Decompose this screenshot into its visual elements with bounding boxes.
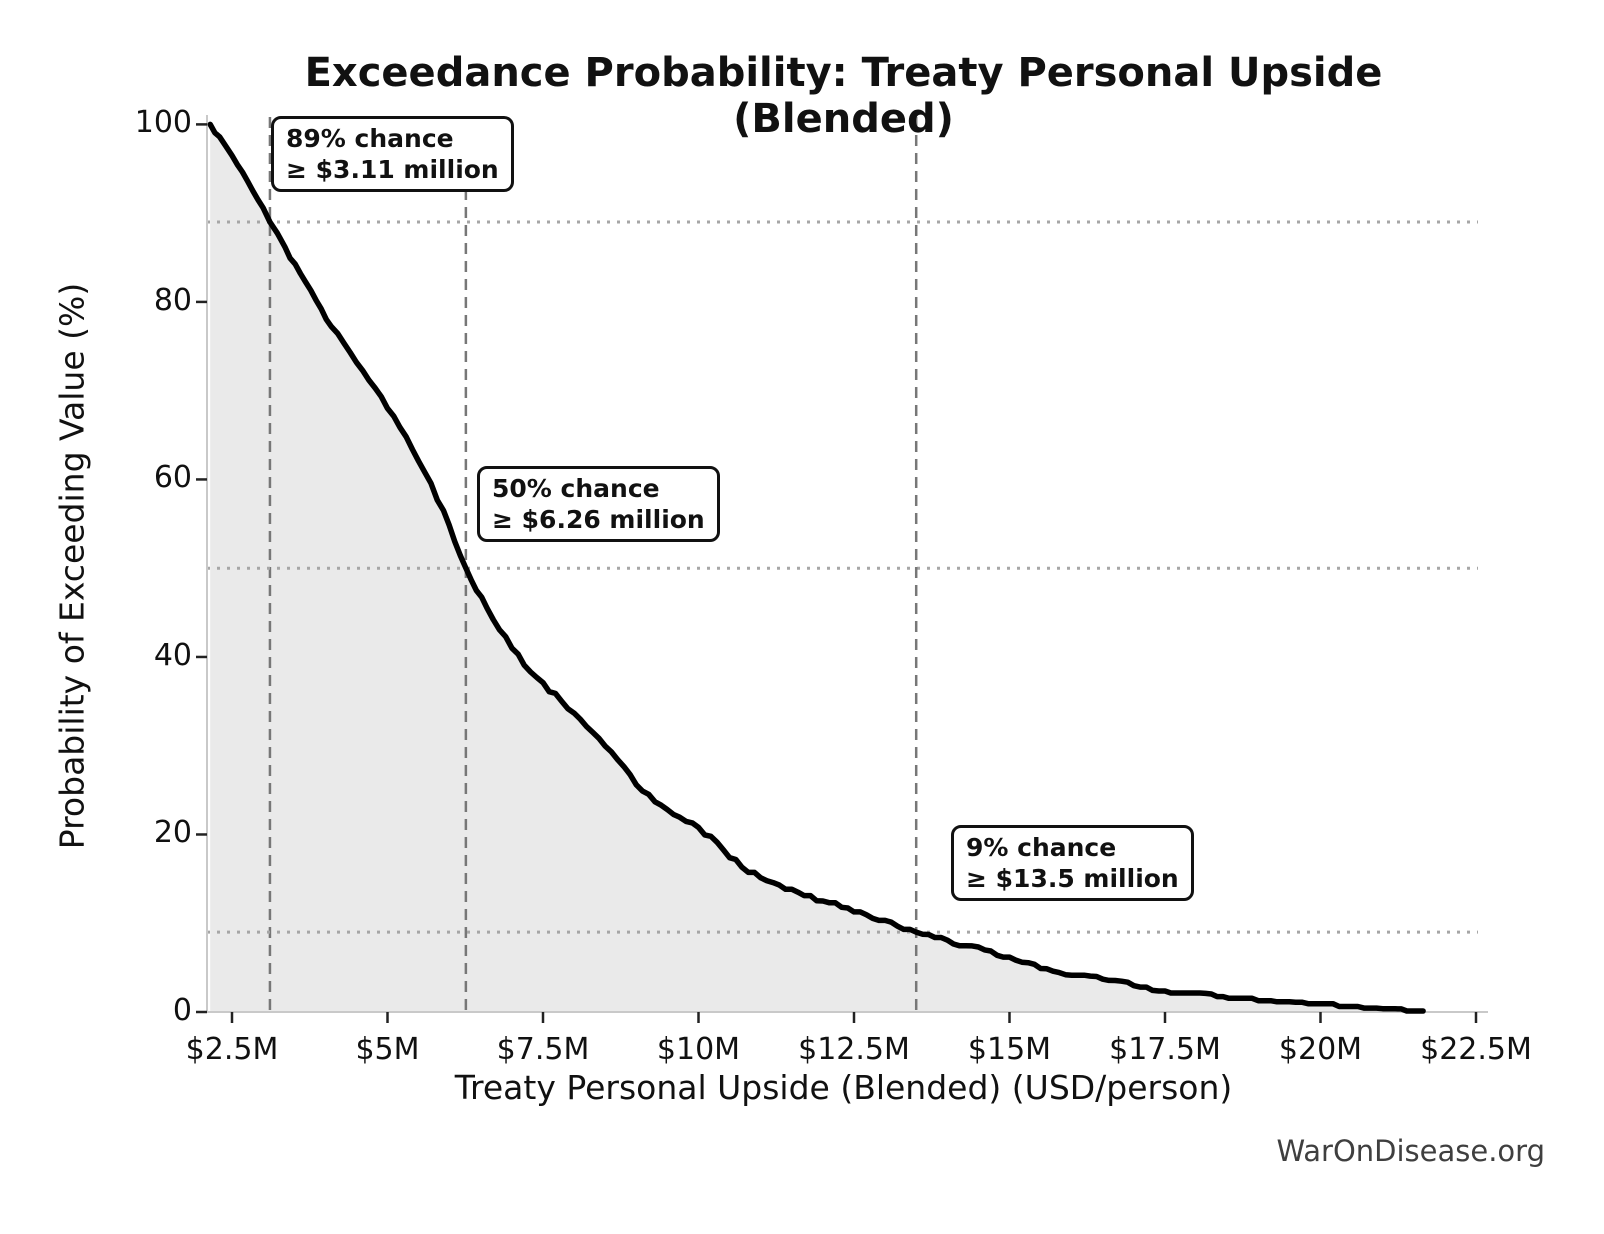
annotation-line-2: ≥ $13.5 million [966, 864, 1179, 893]
annotation-line-2: ≥ $3.11 million [286, 155, 499, 184]
y-tick-label: 80 [153, 282, 192, 318]
x-tick-label: $10M [656, 1032, 741, 1067]
x-tick-label: $12.5M [798, 1032, 910, 1067]
x-tick-label: $22.5M [1420, 1032, 1532, 1067]
x-tick-label: $20M [1278, 1032, 1363, 1067]
y-tick-label: 100 [134, 105, 192, 141]
annotation-line-1: 9% chance [966, 833, 1117, 862]
y-tick-label: 20 [153, 815, 192, 851]
y-tick-label: 60 [153, 460, 192, 496]
annotation-line-1: 50% chance [492, 474, 660, 503]
y-tick-label: 40 [153, 637, 192, 673]
chart-title: Exceedance Probability: Treaty Personal … [304, 50, 1383, 142]
x-tick-label: $5M [355, 1032, 420, 1067]
x-tick-label: $7.5M [496, 1032, 590, 1067]
x-tick-label: $17.5M [1109, 1032, 1221, 1067]
x-axis-label: Treaty Personal Upside (Blended) (USD/pe… [454, 1068, 1233, 1107]
curve-fill [210, 124, 1424, 1012]
annotation-line-2: ≥ $6.26 million [492, 505, 705, 534]
annotation-9-percent: 9% chance ≥ $13.5 million [951, 825, 1194, 901]
y-tick-label: 0 [172, 993, 192, 1028]
x-tick-label: $15M [967, 1032, 1052, 1067]
x-tick-label: $2.5M [185, 1032, 279, 1067]
exceedance-curve [207, 121, 1426, 1014]
annotation-89-percent: 89% chance ≥ $3.11 million [271, 116, 514, 192]
watermark-text: WarOnDisease.org [1276, 1134, 1545, 1168]
annotation-line-1: 89% chance [286, 124, 454, 153]
y-axis-label: Probability of Exceeding Value (%) [52, 282, 92, 850]
annotation-50-percent: 50% chance ≥ $6.26 million [477, 466, 720, 542]
